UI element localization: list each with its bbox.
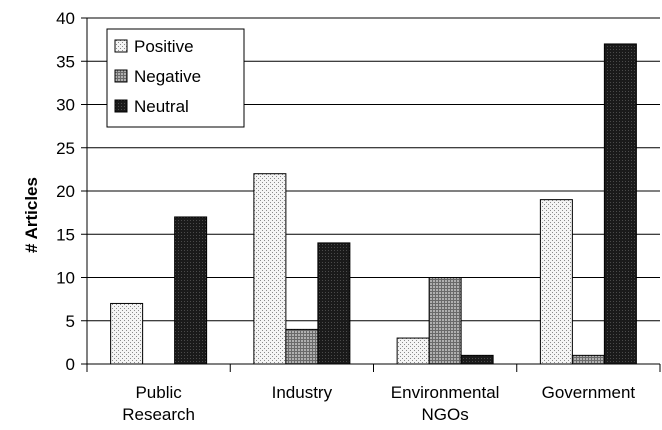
bar-positive — [396, 337, 430, 365]
y-tick-label: 10 — [56, 269, 75, 288]
y-tick-label: 0 — [66, 355, 75, 374]
bar-neutral — [174, 216, 208, 365]
x-category-label: Research — [122, 405, 195, 424]
legend-label: Neutral — [134, 97, 189, 116]
legend-swatch — [114, 99, 128, 113]
bar-negative — [571, 354, 605, 365]
bar-negative — [428, 277, 462, 365]
bar-positive — [253, 173, 287, 365]
y-tick-label: 5 — [66, 312, 75, 331]
bar-neutral — [317, 242, 351, 365]
y-tick-label: 20 — [56, 182, 75, 201]
y-tick-label: 25 — [56, 139, 75, 158]
x-category-label: Public — [135, 383, 182, 402]
x-category-label: NGOs — [422, 405, 469, 424]
legend-box — [106, 28, 245, 128]
bar-positive — [539, 199, 573, 365]
y-tick-label: 40 — [56, 9, 75, 28]
y-tick-label: 15 — [56, 225, 75, 244]
legend: Positive Negative Neutral — [106, 28, 245, 128]
legend-swatch — [114, 69, 128, 83]
y-axis-label: # Articles — [22, 177, 41, 253]
legend-label: Negative — [134, 67, 201, 86]
legend-swatch — [114, 39, 128, 53]
bars — [110, 43, 637, 365]
bar-negative — [285, 328, 319, 365]
y-tick-label: 30 — [56, 96, 75, 115]
x-category-label: Government — [542, 383, 636, 402]
x-category-label: Environmental — [391, 383, 500, 402]
bar-neutral — [603, 43, 637, 365]
axis-labels: 0 5 10 15 20 25 30 35 40 Public Research Industry En… — [56, 9, 635, 424]
bar-neutral — [460, 354, 494, 365]
x-category-label: Industry — [272, 383, 333, 402]
bar-positive — [110, 302, 144, 365]
y-tick-label: 35 — [56, 52, 75, 71]
legend-label: Positive — [134, 37, 194, 56]
